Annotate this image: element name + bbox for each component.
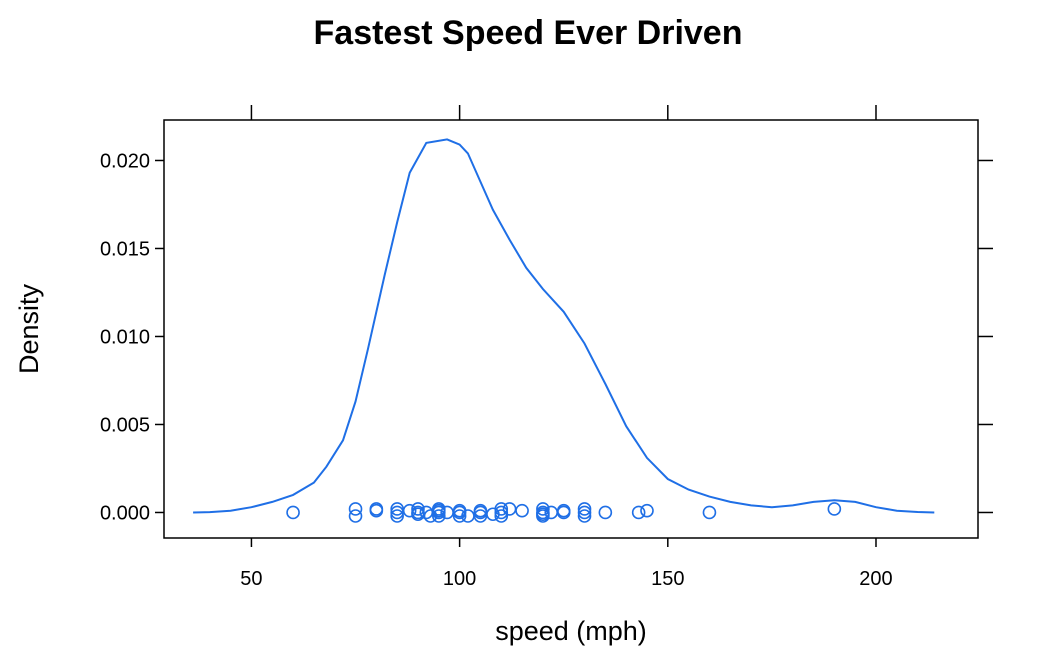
rug-point xyxy=(536,507,550,522)
x-axis-label: speed (mph) xyxy=(495,616,647,646)
rug-point xyxy=(515,503,529,518)
rug-point xyxy=(577,505,592,520)
y-tick-label: 0.015 xyxy=(100,238,150,260)
rug-point xyxy=(473,503,488,518)
y-tick-label: 0.000 xyxy=(100,502,150,524)
rug-point xyxy=(494,505,509,520)
x-tick-label: 50 xyxy=(240,568,262,590)
y-axis: 0.000 0.005 0.010 0.015 0.020 xyxy=(100,150,993,524)
rug-point xyxy=(452,509,467,523)
y-tick-label: 0.020 xyxy=(100,150,150,172)
rug-point xyxy=(390,509,404,523)
rug-point xyxy=(640,503,654,518)
rug-point xyxy=(348,509,363,523)
rug-point xyxy=(577,509,592,523)
rug-point xyxy=(494,509,509,523)
rug-point xyxy=(536,502,550,516)
rug-point xyxy=(432,503,446,518)
y-axis-label: Density xyxy=(14,283,44,374)
x-tick-label: 150 xyxy=(651,568,684,590)
density-curve xyxy=(193,138,935,514)
x-tick-label: 100 xyxy=(443,568,476,590)
rug-point xyxy=(702,505,717,520)
rug-point xyxy=(598,505,613,520)
plot-panel xyxy=(163,119,979,539)
y-tick-label: 0.005 xyxy=(100,414,150,436)
y-tick-label: 0.010 xyxy=(100,326,150,348)
rug-point xyxy=(411,502,425,516)
rug-point xyxy=(402,503,417,518)
x-axis: 50 100 150 200 xyxy=(240,105,893,590)
rug-point xyxy=(286,505,300,520)
rug-point xyxy=(432,509,446,523)
rug-points xyxy=(286,502,842,523)
chart-title: Fastest Speed Ever Driven xyxy=(314,14,743,52)
rug-point xyxy=(494,502,509,516)
rug-point xyxy=(369,503,384,518)
rug-point xyxy=(556,503,571,518)
rug-point xyxy=(348,502,363,516)
rug-point xyxy=(631,505,646,520)
x-tick-label: 200 xyxy=(859,568,892,590)
rug-point xyxy=(827,502,842,516)
rug-point xyxy=(577,502,592,516)
